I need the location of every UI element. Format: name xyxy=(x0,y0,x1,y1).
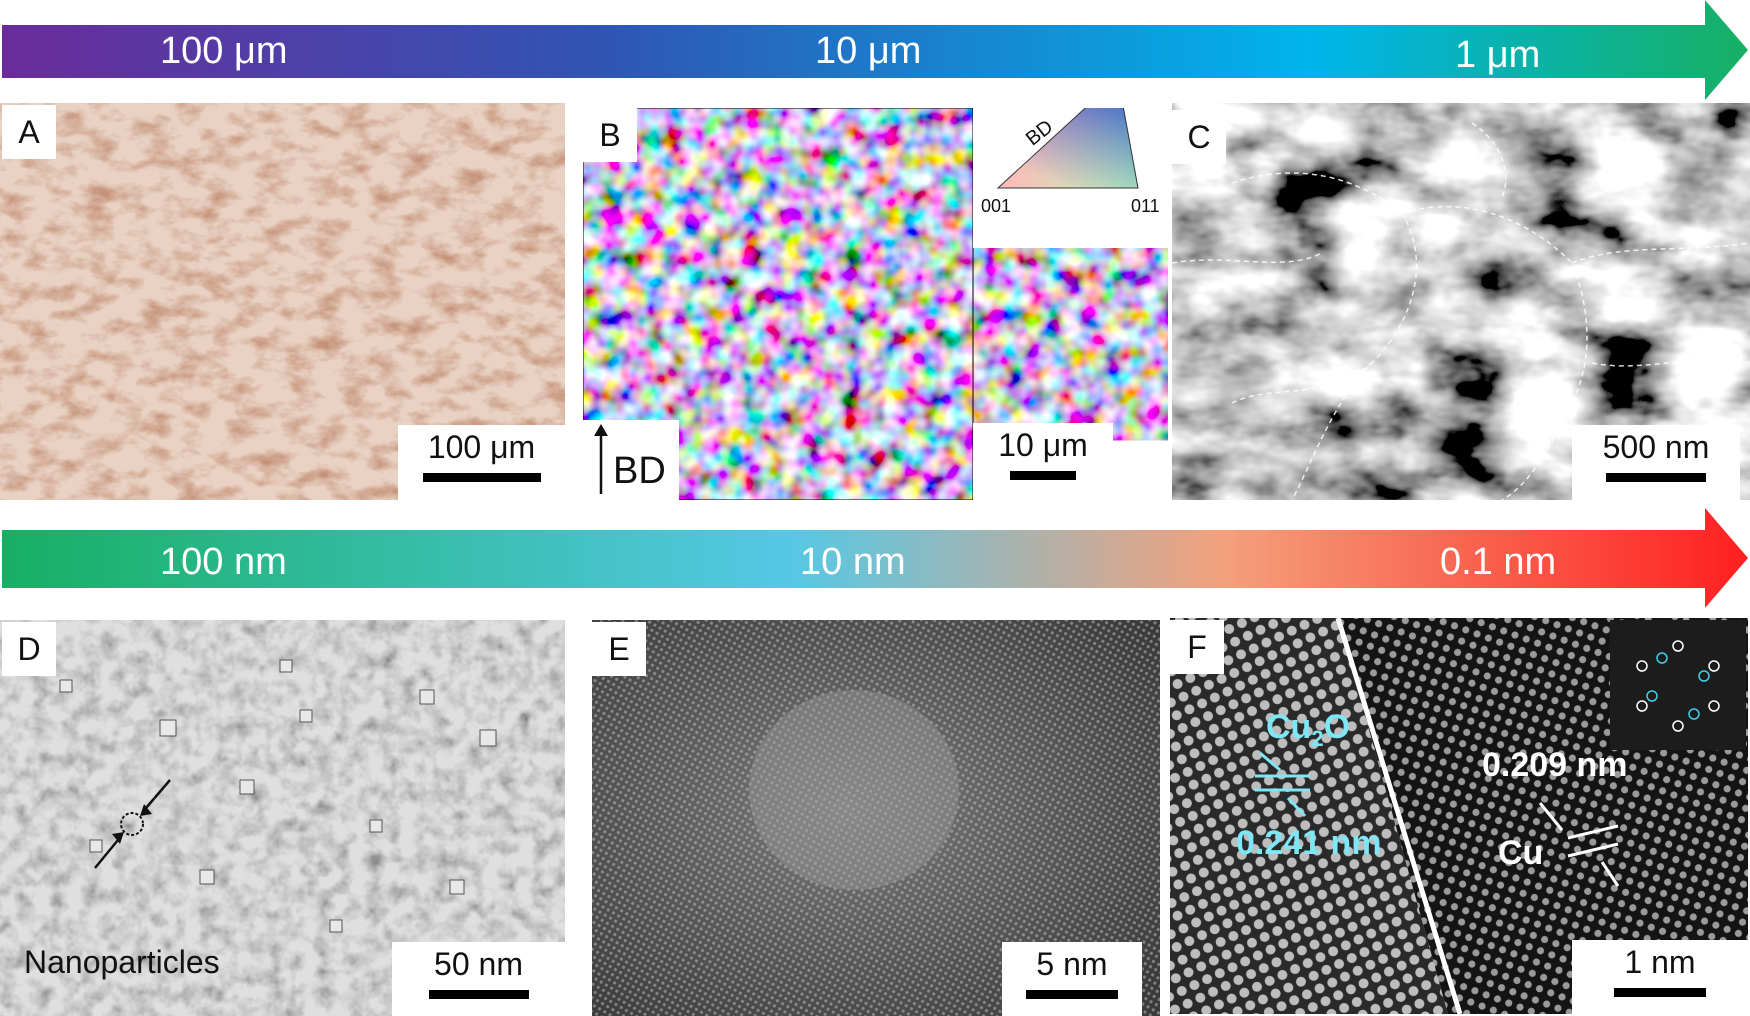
build-direction-arrow-icon xyxy=(594,424,608,494)
phase-label-cu2o-o: O xyxy=(1323,708,1351,746)
panel-label-d: D xyxy=(2,622,56,676)
scale-bar-b-label: 10 μm xyxy=(998,427,1088,463)
grain-boundaries xyxy=(1172,122,1750,500)
top-scale-label-3: 1 μm xyxy=(1455,34,1541,76)
top-scale-arrow: 100 μm 10 μm 1 μm xyxy=(0,0,1750,100)
spacing-label-cu: 0.209 nm xyxy=(1482,746,1628,784)
scale-bar-e-line xyxy=(1026,990,1118,999)
interface-lattice-texture xyxy=(1170,618,1748,1014)
bottom-scale-label-3: 0.1 nm xyxy=(1440,541,1557,583)
nanoparticle-outline xyxy=(749,690,959,890)
top-scale-label-2: 10 μm xyxy=(815,30,922,72)
legend-corner-011: 011 xyxy=(1131,196,1160,216)
ipf-triangle-legend xyxy=(996,108,1139,189)
scale-bar-d-label: 50 nm xyxy=(434,946,523,982)
panel-label-b: B xyxy=(583,108,637,162)
scale-bar-e-label: 5 nm xyxy=(1036,946,1108,982)
bottom-scale-label-1: 100 nm xyxy=(160,541,287,583)
panel-b-ebsd-map: BD 001 011 111 B BD 10 μm xyxy=(583,108,1168,500)
panel-e-hrtem-particle: E 5 nm xyxy=(592,620,1160,1016)
scale-bar-e: 5 nm xyxy=(1002,942,1142,1016)
panel-c-tem-grains: C 500 nm xyxy=(1172,103,1750,500)
spacing-label-cu2o: 0.241 nm xyxy=(1236,824,1382,862)
phase-label-cu2o-sub: 2 xyxy=(1311,725,1324,751)
scale-bar-c-line xyxy=(1606,473,1706,482)
scale-bar-f: 1 nm xyxy=(1572,940,1748,1014)
nanoparticle-dots xyxy=(59,659,497,933)
bottom-gradient-arrow-shape xyxy=(2,508,1748,608)
fft-spots xyxy=(1636,640,1720,732)
scale-bar-f-label: 1 nm xyxy=(1624,944,1696,980)
phase-label-cu2o: Cu2O xyxy=(1266,710,1350,750)
panel-d-nanoparticles-tem: D Nanoparticles 50 nm xyxy=(0,620,565,1016)
bottom-scale-arrow: 100 nm 10 nm 0.1 nm xyxy=(0,508,1750,608)
scale-bar-d-line xyxy=(428,990,529,999)
scale-bar-a-line xyxy=(422,473,541,482)
scale-bar-a: 100 μm xyxy=(398,425,565,500)
phase-label-cu2o-cu: Cu xyxy=(1266,708,1312,746)
scale-bar-b: 10 μm xyxy=(973,423,1113,500)
scale-bar-c: 500 nm xyxy=(1572,425,1740,500)
bottom-scale-label-2: 10 nm xyxy=(800,541,906,583)
scale-bar-a-label: 100 μm xyxy=(427,429,536,465)
top-gradient-arrow-shape xyxy=(2,0,1748,100)
legend-corner-001: 001 xyxy=(981,196,1012,216)
panel-label-e: E xyxy=(592,622,646,676)
scale-bar-b-line xyxy=(1010,471,1076,480)
scale-bar-f-line xyxy=(1614,988,1706,997)
nanoparticles-caption: Nanoparticles xyxy=(24,944,220,980)
panel-label-c: C xyxy=(1172,110,1226,164)
interface-line xyxy=(1335,618,1463,1014)
panel-a-optical-micrograph: A 100 μm xyxy=(0,103,565,500)
top-scale-label-1: 100 μm xyxy=(160,30,288,72)
panel-f-interface-hrtem: F Cu2O 0.241 nm 0.209 nm Cu 1 nm xyxy=(1170,618,1748,1014)
build-direction-box: BD xyxy=(583,420,679,500)
scale-bar-d: 50 nm xyxy=(392,942,565,1016)
build-direction-label: BD xyxy=(613,450,666,492)
panel-label-a: A xyxy=(2,105,56,159)
panel-label-f: F xyxy=(1170,620,1224,674)
phase-label-cu: Cu xyxy=(1498,834,1544,872)
scale-bar-c-label: 500 nm xyxy=(1602,429,1710,465)
